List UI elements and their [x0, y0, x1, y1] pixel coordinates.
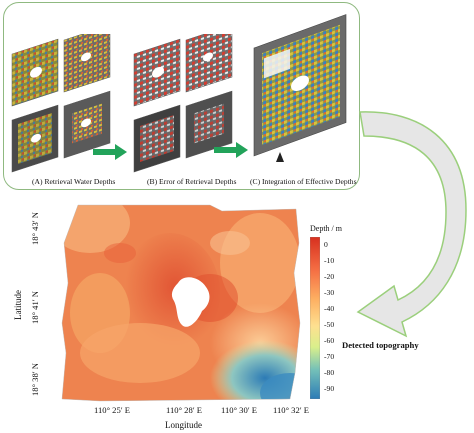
- thumb-b3: [133, 104, 181, 173]
- x-tick-label: 110° 28′ E: [166, 405, 203, 415]
- thumb-b2: [185, 34, 233, 93]
- thumb-a2: [63, 34, 111, 93]
- y-tick-label: 18° 43′ N: [30, 211, 40, 245]
- legend-tick: 0: [324, 240, 328, 249]
- panel-c-integrated-map: [253, 14, 347, 162]
- legend-tick: -80: [324, 368, 335, 377]
- legend-tick: -20: [324, 272, 335, 281]
- legend-title: Depth / m: [310, 224, 342, 233]
- legend-tick: -10: [324, 256, 335, 265]
- legend-tick: -40: [324, 304, 335, 313]
- thumb-b4: [185, 90, 233, 159]
- legend-tick: -30: [324, 288, 335, 297]
- x-tick-label: 110° 30′ E: [221, 405, 258, 415]
- north-arrow-icon: [276, 152, 284, 162]
- thumb-a4: [63, 90, 111, 159]
- thumb-b1: [133, 38, 181, 107]
- step-arrow-bc: [214, 142, 248, 158]
- y-tick-label: 18° 38′ N: [30, 362, 40, 396]
- legend-tick: -60: [324, 336, 335, 345]
- thumb-a3: [11, 104, 59, 173]
- step-arrow-ab: [93, 144, 127, 160]
- detected-topography-label: Detected topography: [342, 340, 419, 350]
- legend-tick: -50: [324, 320, 335, 329]
- curved-flow-arrow: [356, 111, 467, 338]
- depth-colorbar: [310, 237, 320, 399]
- legend-tick: -90: [324, 384, 335, 393]
- panel-a-caption: (A) Retrieval Water Depths: [32, 177, 116, 186]
- panel-b-thumbnails: [133, 34, 233, 173]
- panel-b-caption: (B) Error of Retrieval Depths: [147, 177, 237, 186]
- thumb-c: [253, 14, 347, 157]
- thumb-a1: [11, 38, 59, 107]
- legend-tick: -70: [324, 352, 335, 361]
- panel-c-caption: (C) Integration of Effective Depths: [250, 177, 357, 186]
- panel-a-thumbnails: [11, 34, 111, 173]
- y-axis-title: Latitude: [13, 290, 23, 320]
- bathymetry-map: [61, 204, 301, 402]
- workflow-frame: [3, 2, 360, 190]
- x-tick-label: 110° 25′ E: [94, 405, 131, 415]
- x-tick-label: 110° 32′ E: [273, 405, 310, 415]
- x-axis-title: Longitude: [165, 420, 202, 430]
- island: [171, 277, 210, 327]
- y-tick-label: 18° 41′ N: [30, 290, 40, 324]
